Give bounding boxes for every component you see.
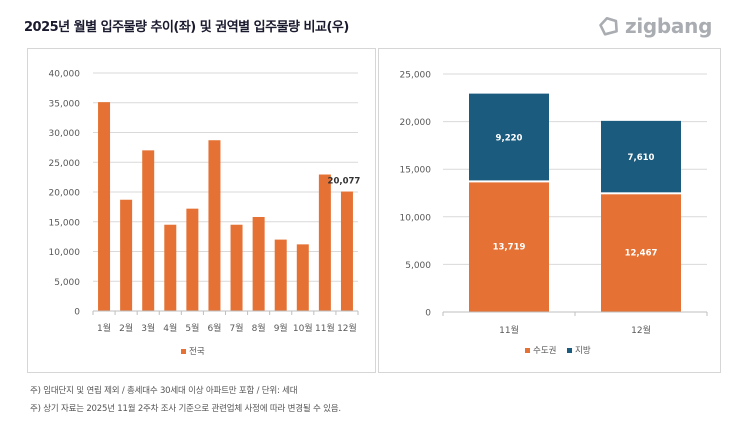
y-tick-label: 15,000: [400, 166, 432, 176]
data-label: 13,719: [493, 243, 526, 253]
x-tick-label: 11월: [499, 324, 519, 336]
bar-segment-수도권-12월: [601, 194, 681, 312]
y-tick-label: 15,000: [49, 218, 81, 228]
data-labels: 20,077: [328, 177, 361, 187]
region-stacked-bar-chart: 0 5,000 10,000 15,000 20,000 25,000 13,719 9,2…: [400, 71, 708, 356]
footnote-2: 주) 상기 자료는 2025년 11월 2주차 조사 기준으로 관련업체 사정에…: [30, 404, 341, 414]
bar-2월: [120, 199, 133, 311]
zigbang-logo: zigbang: [598, 13, 712, 39]
bar-4월: [164, 224, 177, 311]
y-axis-ticks: 0 5,000 10,000 15,000 20,000 25,000: [400, 71, 432, 319]
bar-9월: [274, 239, 287, 311]
bar-segment-수도권-11월: [469, 182, 549, 312]
x-tick-label: 5월: [185, 322, 199, 334]
legend-label: 지방: [575, 345, 591, 356]
y-tick-label: 30,000: [49, 129, 81, 139]
bar-10월: [296, 244, 309, 311]
bar-7월: [230, 224, 243, 311]
legend: 전국: [181, 346, 205, 357]
legend-swatch: [525, 348, 530, 353]
legend-swatch: [181, 349, 186, 354]
y-tick-label: 20,000: [49, 189, 81, 199]
legend-swatch: [567, 348, 572, 353]
bar-8월: [252, 216, 265, 311]
bar-6월: [208, 140, 221, 311]
y-tick-label: 5,000: [54, 278, 80, 288]
region-chart-panel: 0 5,000 10,000 15,000 20,000 25,000 13,719 9,2…: [378, 48, 721, 373]
x-tick-label: 12월: [337, 322, 357, 334]
bar-12월: [340, 191, 353, 311]
y-tick-label: 40,000: [49, 70, 81, 80]
data-label: 12,467: [625, 249, 658, 259]
x-tick-label: 2월: [119, 322, 133, 334]
bar-3월: [142, 150, 155, 311]
bar-11월: [318, 174, 331, 311]
bars: [98, 102, 353, 311]
bar-segment-지방-12월: [601, 120, 681, 193]
x-axis: 1월 2월 3월 4월 5월 6월 7월 8월 9월 10월 11월 12월: [92, 310, 359, 334]
data-label: 20,077: [328, 177, 361, 187]
bar-1월: [98, 102, 111, 311]
x-tick-label: 6월: [207, 322, 221, 334]
legend: 수도권 지방: [525, 345, 591, 356]
y-tick-label: 10,000: [400, 213, 432, 223]
y-tick-label: 25,000: [400, 71, 432, 81]
x-tick-label: 11월: [315, 322, 335, 334]
data-label: 9,220: [496, 134, 523, 144]
x-tick-label: 1월: [97, 322, 111, 334]
x-tick-label: 10월: [293, 322, 313, 334]
x-tick-label: 7월: [230, 322, 244, 334]
monthly-chart-panel: 0 5,000 10,000 15,000 20,000 25,000 30,000 35,0…: [27, 48, 376, 373]
logo-text: zigbang: [625, 14, 713, 38]
x-tick-label: 8월: [252, 322, 266, 334]
legend-label: 수도권: [533, 345, 556, 356]
y-tick-label: 25,000: [49, 159, 81, 169]
monthly-bar-chart: 0 5,000 10,000 15,000 20,000 25,000 30,000 35,0…: [49, 70, 361, 358]
zigbang-logo-icon: [599, 16, 618, 36]
y-tick-label: 5,000: [405, 261, 431, 271]
x-axis: 11월 12월: [442, 311, 708, 336]
y-tick-label: 35,000: [49, 99, 81, 109]
bar-segment-지방-11월: [469, 93, 549, 181]
bars: 13,719 9,220 12,467 7,610: [469, 93, 681, 312]
x-tick-label: 12월: [631, 324, 651, 336]
y-tick-label: 0: [425, 309, 431, 319]
x-tick-label: 9월: [274, 322, 288, 334]
grid-lines: [93, 72, 358, 282]
y-tick-label: 10,000: [49, 248, 81, 258]
legend-label: 전국: [189, 346, 205, 357]
data-label: 7,610: [628, 153, 655, 163]
y-tick-label: 0: [74, 308, 80, 318]
page-title: 2025년 월별 입주물량 추이(좌) 및 권역별 입주물량 비교(우): [24, 20, 349, 35]
x-tick-label: 3월: [141, 322, 155, 334]
y-axis-ticks: 0 5,000 10,000 15,000 20,000 25,000 30,000 35,0…: [49, 70, 81, 318]
y-tick-label: 20,000: [400, 118, 432, 128]
bar-5월: [186, 208, 199, 311]
footnote-1: 주) 임대단지 및 연립 제외 / 총세대수 30세대 이상 아파트만 포함 /…: [30, 386, 298, 396]
x-tick-label: 4월: [163, 322, 177, 334]
